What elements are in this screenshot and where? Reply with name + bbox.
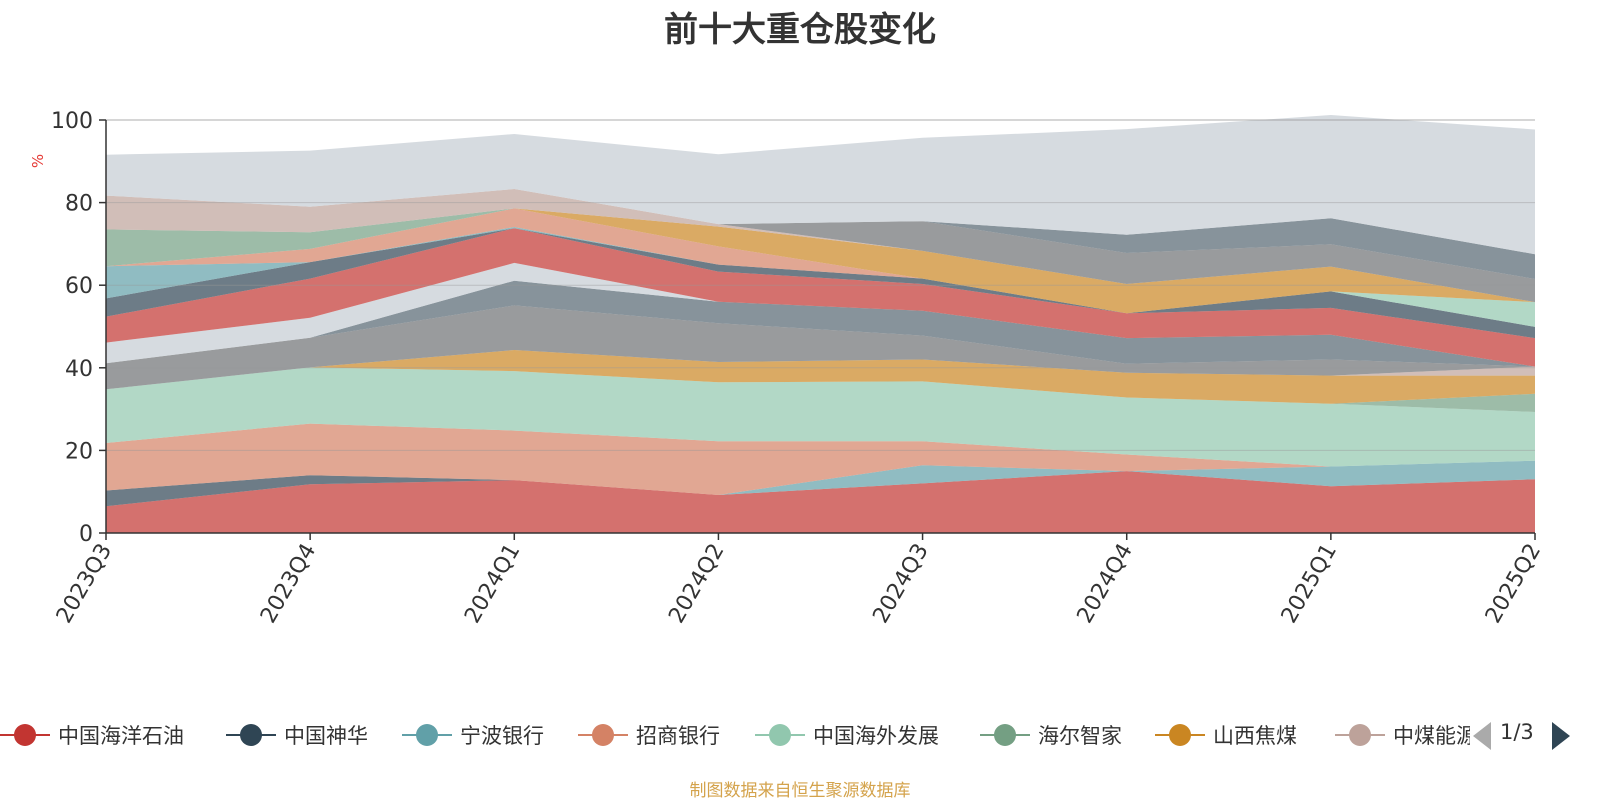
area-series-19[interactable] — [106, 189, 1535, 303]
area-series-1[interactable] — [106, 471, 1535, 507]
x-tick-label: 2024Q4 — [1073, 540, 1138, 628]
legend-marker-icon — [226, 715, 276, 755]
legend-item[interactable]: 中国神华 — [226, 715, 368, 755]
area-series-9[interactable] — [106, 280, 1535, 367]
y-tick-label: 80 — [65, 192, 93, 217]
legend: 中国海洋石油 中国神华 宁波银行 招商银行 中国海外发展 海尔智家 山西焦煤 中煤能源 — [0, 715, 1470, 755]
x-tick-label: 2024Q2 — [664, 540, 729, 628]
legend-marker-icon — [1155, 715, 1205, 755]
gridlines — [106, 119, 1535, 451]
y-axis-unit-label: % — [29, 154, 47, 168]
area-series-10[interactable] — [106, 262, 1535, 367]
y-tick-label: 40 — [65, 357, 93, 382]
legend-item[interactable]: 山西焦煤 — [1155, 715, 1297, 755]
legend-item[interactable]: 中国海外发展 — [755, 715, 939, 755]
legend-item[interactable]: 招商银行 — [578, 715, 720, 755]
x-tick-label: 2024Q3 — [868, 540, 933, 628]
source-note: 制图数据来自恒生聚源数据库 — [689, 781, 911, 801]
legend-label: 中国神华 — [284, 724, 368, 748]
area-series-group — [106, 115, 1535, 533]
area-series-6[interactable] — [106, 350, 1535, 404]
legend-marker-icon — [0, 715, 50, 755]
area-series-17[interactable] — [106, 208, 1535, 314]
legend-label: 中国海洋石油 — [58, 724, 184, 748]
legend-item[interactable]: 中国海洋石油 — [0, 715, 184, 755]
legend-item[interactable]: 中煤能源 — [1335, 715, 1470, 755]
y-tick-label: 0 — [79, 522, 93, 547]
legend-marker-icon — [980, 715, 1030, 755]
x-tick-label: 2023Q3 — [52, 540, 117, 628]
legend-label: 宁波银行 — [460, 724, 544, 748]
y-tick-label: 100 — [51, 109, 93, 134]
legend-item[interactable]: 海尔智家 — [980, 715, 1122, 755]
area-series-0[interactable] — [106, 471, 1535, 533]
area-series-4[interactable] — [106, 367, 1535, 467]
x-tick-label: 2025Q2 — [1481, 540, 1546, 628]
legend-page-indicator: 1/3 — [1500, 720, 1534, 744]
area-series-21[interactable] — [106, 115, 1535, 255]
area-series-14[interactable] — [106, 208, 1535, 327]
y-tick-label: 60 — [65, 274, 93, 299]
chart-title: 前十大重仓股变化 — [664, 10, 936, 50]
area-series-8[interactable] — [106, 305, 1535, 390]
legend-prev-page-button[interactable] — [1473, 722, 1491, 750]
x-tick-label: 2025Q1 — [1277, 540, 1342, 628]
legend-label: 海尔智家 — [1038, 724, 1122, 748]
x-tick-label: 2024Q1 — [460, 540, 525, 628]
legend-item[interactable]: 宁波银行 — [402, 715, 544, 755]
area-series-20[interactable] — [106, 189, 1535, 279]
legend-label: 山西焦煤 — [1213, 724, 1297, 748]
legend-marker-icon — [755, 715, 805, 755]
y-tick-label: 20 — [65, 439, 93, 464]
area-series-2[interactable] — [106, 460, 1535, 495]
legend-label: 中国海外发展 — [813, 724, 939, 748]
legend-marker-icon — [1335, 715, 1385, 755]
area-series-11[interactable] — [106, 228, 1535, 367]
legend-label: 招商银行 — [636, 724, 720, 748]
legend-next-page-button[interactable] — [1552, 722, 1570, 750]
area-series-3[interactable] — [106, 423, 1535, 495]
x-tick-label: 2023Q4 — [256, 540, 321, 628]
legend-label: 中煤能源 — [1393, 724, 1470, 748]
area-series-12[interactable] — [106, 228, 1535, 339]
legend-marker-icon — [578, 715, 628, 755]
legend-marker-icon — [402, 715, 452, 755]
